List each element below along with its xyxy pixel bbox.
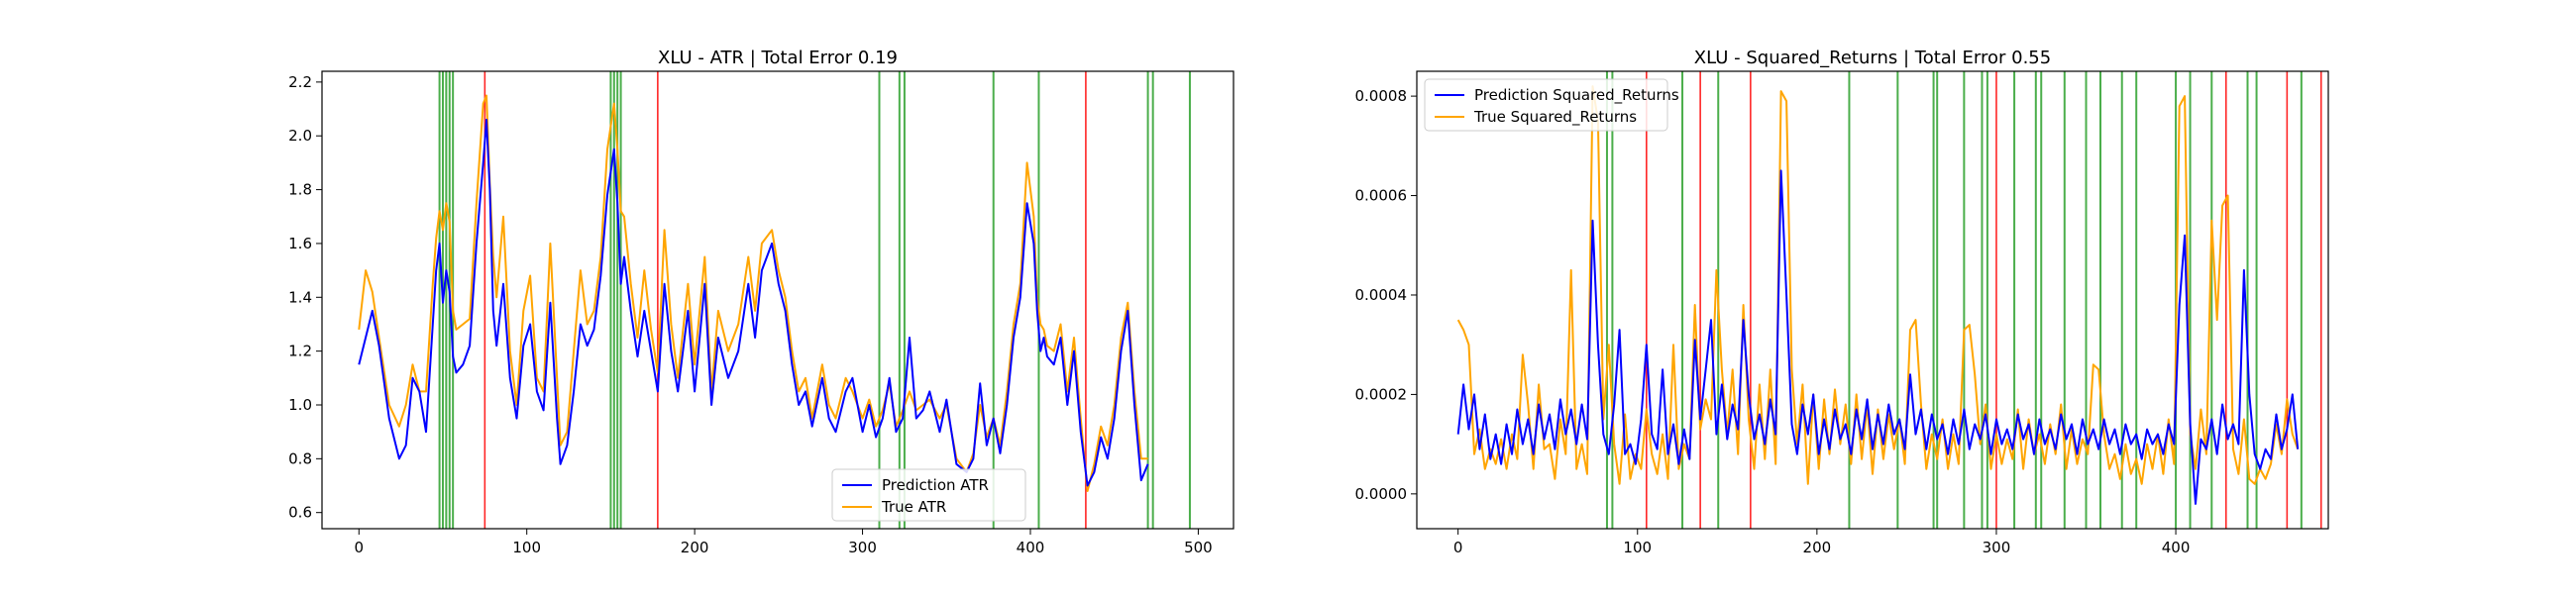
plot-area-atr xyxy=(321,70,1234,530)
x-tick-label: 0 xyxy=(1453,539,1463,556)
y-tick-label: 0.0000 xyxy=(1355,485,1408,503)
legend-box xyxy=(831,468,1026,522)
x-tick-label: 100 xyxy=(512,539,541,556)
y-tick-label: 1.6 xyxy=(288,235,312,252)
x-tick-label: 300 xyxy=(1983,539,2011,556)
y-tick-label: 0.6 xyxy=(288,504,312,522)
x-tick-label: 400 xyxy=(1017,539,1045,556)
y-tick-label: 0.8 xyxy=(288,449,312,467)
atr-chart: XLU - ATR | Total Error 0.19 0 100 200 300 4… xyxy=(288,48,1234,556)
y-tick-label: 1.8 xyxy=(288,181,312,199)
legend-label: True Squared_Returns xyxy=(1473,108,1637,127)
x-tick-label: 0 xyxy=(355,539,365,556)
y-tick-label: 0.0006 xyxy=(1355,187,1408,205)
legend-label: True ATR xyxy=(881,498,946,516)
series-line-prediction xyxy=(358,118,1149,487)
legend-label: Prediction ATR xyxy=(882,476,989,494)
series-line-truth xyxy=(358,94,1148,492)
squared-returns-chart: XLU - Squared_Returns | Total Error 0.55… xyxy=(1355,48,2329,556)
y-tick-label: 0.0008 xyxy=(1355,87,1408,105)
x-tick-label: 200 xyxy=(681,539,709,556)
legend-box xyxy=(1424,78,1668,132)
y-tick-label: 0.0004 xyxy=(1355,286,1408,304)
y-tick-label: 1.2 xyxy=(288,343,312,360)
legend-label: Prediction Squared_Returns xyxy=(1474,86,1679,105)
x-tick-label: 300 xyxy=(848,539,877,556)
y-tick-label: 2.2 xyxy=(288,73,312,91)
series-line-prediction xyxy=(1456,169,2300,505)
x-tick-label: 200 xyxy=(1803,539,1832,556)
x-tick-label: 500 xyxy=(1184,539,1213,556)
y-tick-label: 2.0 xyxy=(288,127,312,145)
plot-area-squared-returns xyxy=(1416,70,2329,530)
y-tick-label: 1.4 xyxy=(288,288,312,306)
chart-title-atr: XLU - ATR | Total Error 0.19 xyxy=(658,48,898,68)
x-tick-label: 400 xyxy=(2162,539,2191,556)
y-tick-label: 1.0 xyxy=(288,396,312,414)
x-tick-label: 100 xyxy=(1623,539,1652,556)
chart-title-squared-returns: XLU - Squared_Returns | Total Error 0.55 xyxy=(1694,48,2051,68)
y-tick-label: 0.0002 xyxy=(1355,385,1408,403)
